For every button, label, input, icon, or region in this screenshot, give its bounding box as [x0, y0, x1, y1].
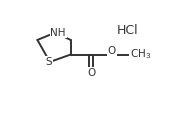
Text: O: O [87, 68, 95, 78]
Text: CH$_3$: CH$_3$ [130, 48, 151, 62]
Text: HCl: HCl [116, 24, 138, 37]
Text: NH: NH [50, 28, 66, 38]
Text: O: O [108, 46, 116, 56]
Text: S: S [45, 57, 52, 67]
